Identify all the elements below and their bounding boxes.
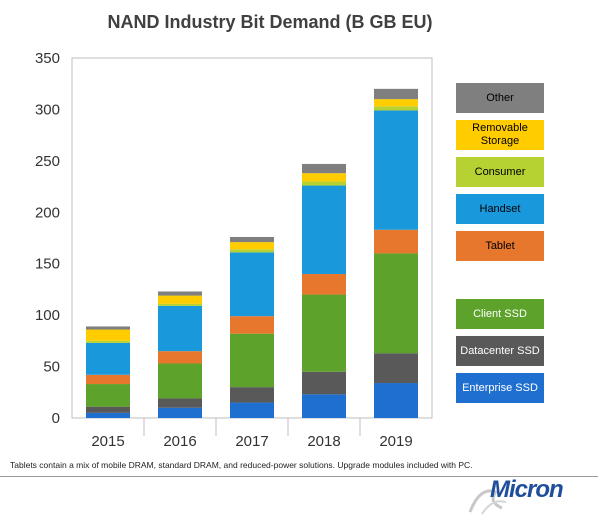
bar-segment-enterprise-ssd [86,412,130,418]
bar-segment-enterprise-ssd [374,383,418,418]
watermark-logo [468,489,507,515]
bar-segment-tablet [86,374,130,385]
legend-item-removable-storage: Removable Storage [456,120,544,150]
chart-title: NAND Industry Bit Demand (B GB EU) [107,12,433,32]
chart-plot: 0 50 100 150 200 250 300 350 2015 2016 2017 2018 20… [35,50,433,450]
legend-item-other: Other [456,83,544,113]
bar-segment-tablet [374,229,418,254]
bar-segment-tablet [230,316,274,334]
bar-segment-enterprise-ssd [302,394,346,418]
bar-segment-client-ssd [374,253,418,354]
x-tick-label: 2016 [163,433,196,450]
bar-segment-consumer [302,181,346,186]
micron-logo: Micron [490,476,564,503]
bar-segment-enterprise-ssd [230,402,274,418]
bar-segment-enterprise-ssd [158,407,202,418]
y-tick-label: 100 [35,307,60,324]
bar-segment-other [302,163,346,174]
bar-segment-other [158,291,202,296]
footnote-divider [0,476,598,477]
x-tick-label: 2018 [307,433,340,450]
bar-segment-client-ssd [158,363,202,399]
bar-segment-handset [374,110,418,230]
bar-segment-client-ssd [230,333,274,388]
bar-segment-consumer [158,303,202,306]
x-tick-label: 2015 [91,433,124,450]
legend-item-client-ssd: Client SSD [456,299,544,329]
bar-segment-tablet [302,274,346,295]
y-tick-label: 50 [43,359,60,376]
bar-segment-handset [86,342,130,375]
bar-segment-removable-storage [302,173,346,182]
bar-segment-client-ssd [302,294,346,372]
chart-footnote: Tablets contain a mix of mobile DRAM, st… [10,460,473,470]
bar-segment-removable-storage [86,329,130,341]
bar-segment-other [374,88,418,100]
bar-segment-client-ssd [86,384,130,407]
y-tick-label: 250 [35,153,60,170]
bar-segment-consumer [86,340,130,343]
bar-segment-datacenter-ssd [86,406,130,413]
bar-segment-handset [158,305,202,352]
x-tick-label: 2017 [235,433,268,450]
legend-item-enterprise-ssd: Enterprise SSD [456,373,544,403]
bar-segment-removable-storage [230,242,274,250]
bar-segment-removable-storage [374,99,418,107]
bar-segment-datacenter-ssd [374,353,418,384]
legend-item-consumer: Consumer [456,157,544,187]
bar-segment-tablet [158,351,202,364]
bar-segment-datacenter-ssd [158,398,202,408]
bar-segment-consumer [374,106,418,111]
bar-segment-other [230,236,274,243]
y-tick-label: 200 [35,204,60,221]
y-tick-label: 150 [35,256,60,273]
bar-segment-handset [230,252,274,317]
bar-segment-consumer [230,249,274,253]
legend-item-handset: Handset [456,194,544,224]
bar-segment-datacenter-ssd [230,387,274,403]
y-tick-label: 300 [35,101,60,118]
y-tick-label: 350 [35,50,60,67]
y-tick-label: 0 [52,410,60,427]
legend-item-datacenter-ssd: Datacenter SSD [456,336,544,366]
legend-item-tablet: Tablet [456,231,544,261]
bar-segment-other [86,326,130,330]
bar-segment-handset [302,185,346,274]
bar-segment-datacenter-ssd [302,371,346,395]
bar-segment-removable-storage [158,295,202,304]
x-tick-label: 2019 [379,433,412,450]
